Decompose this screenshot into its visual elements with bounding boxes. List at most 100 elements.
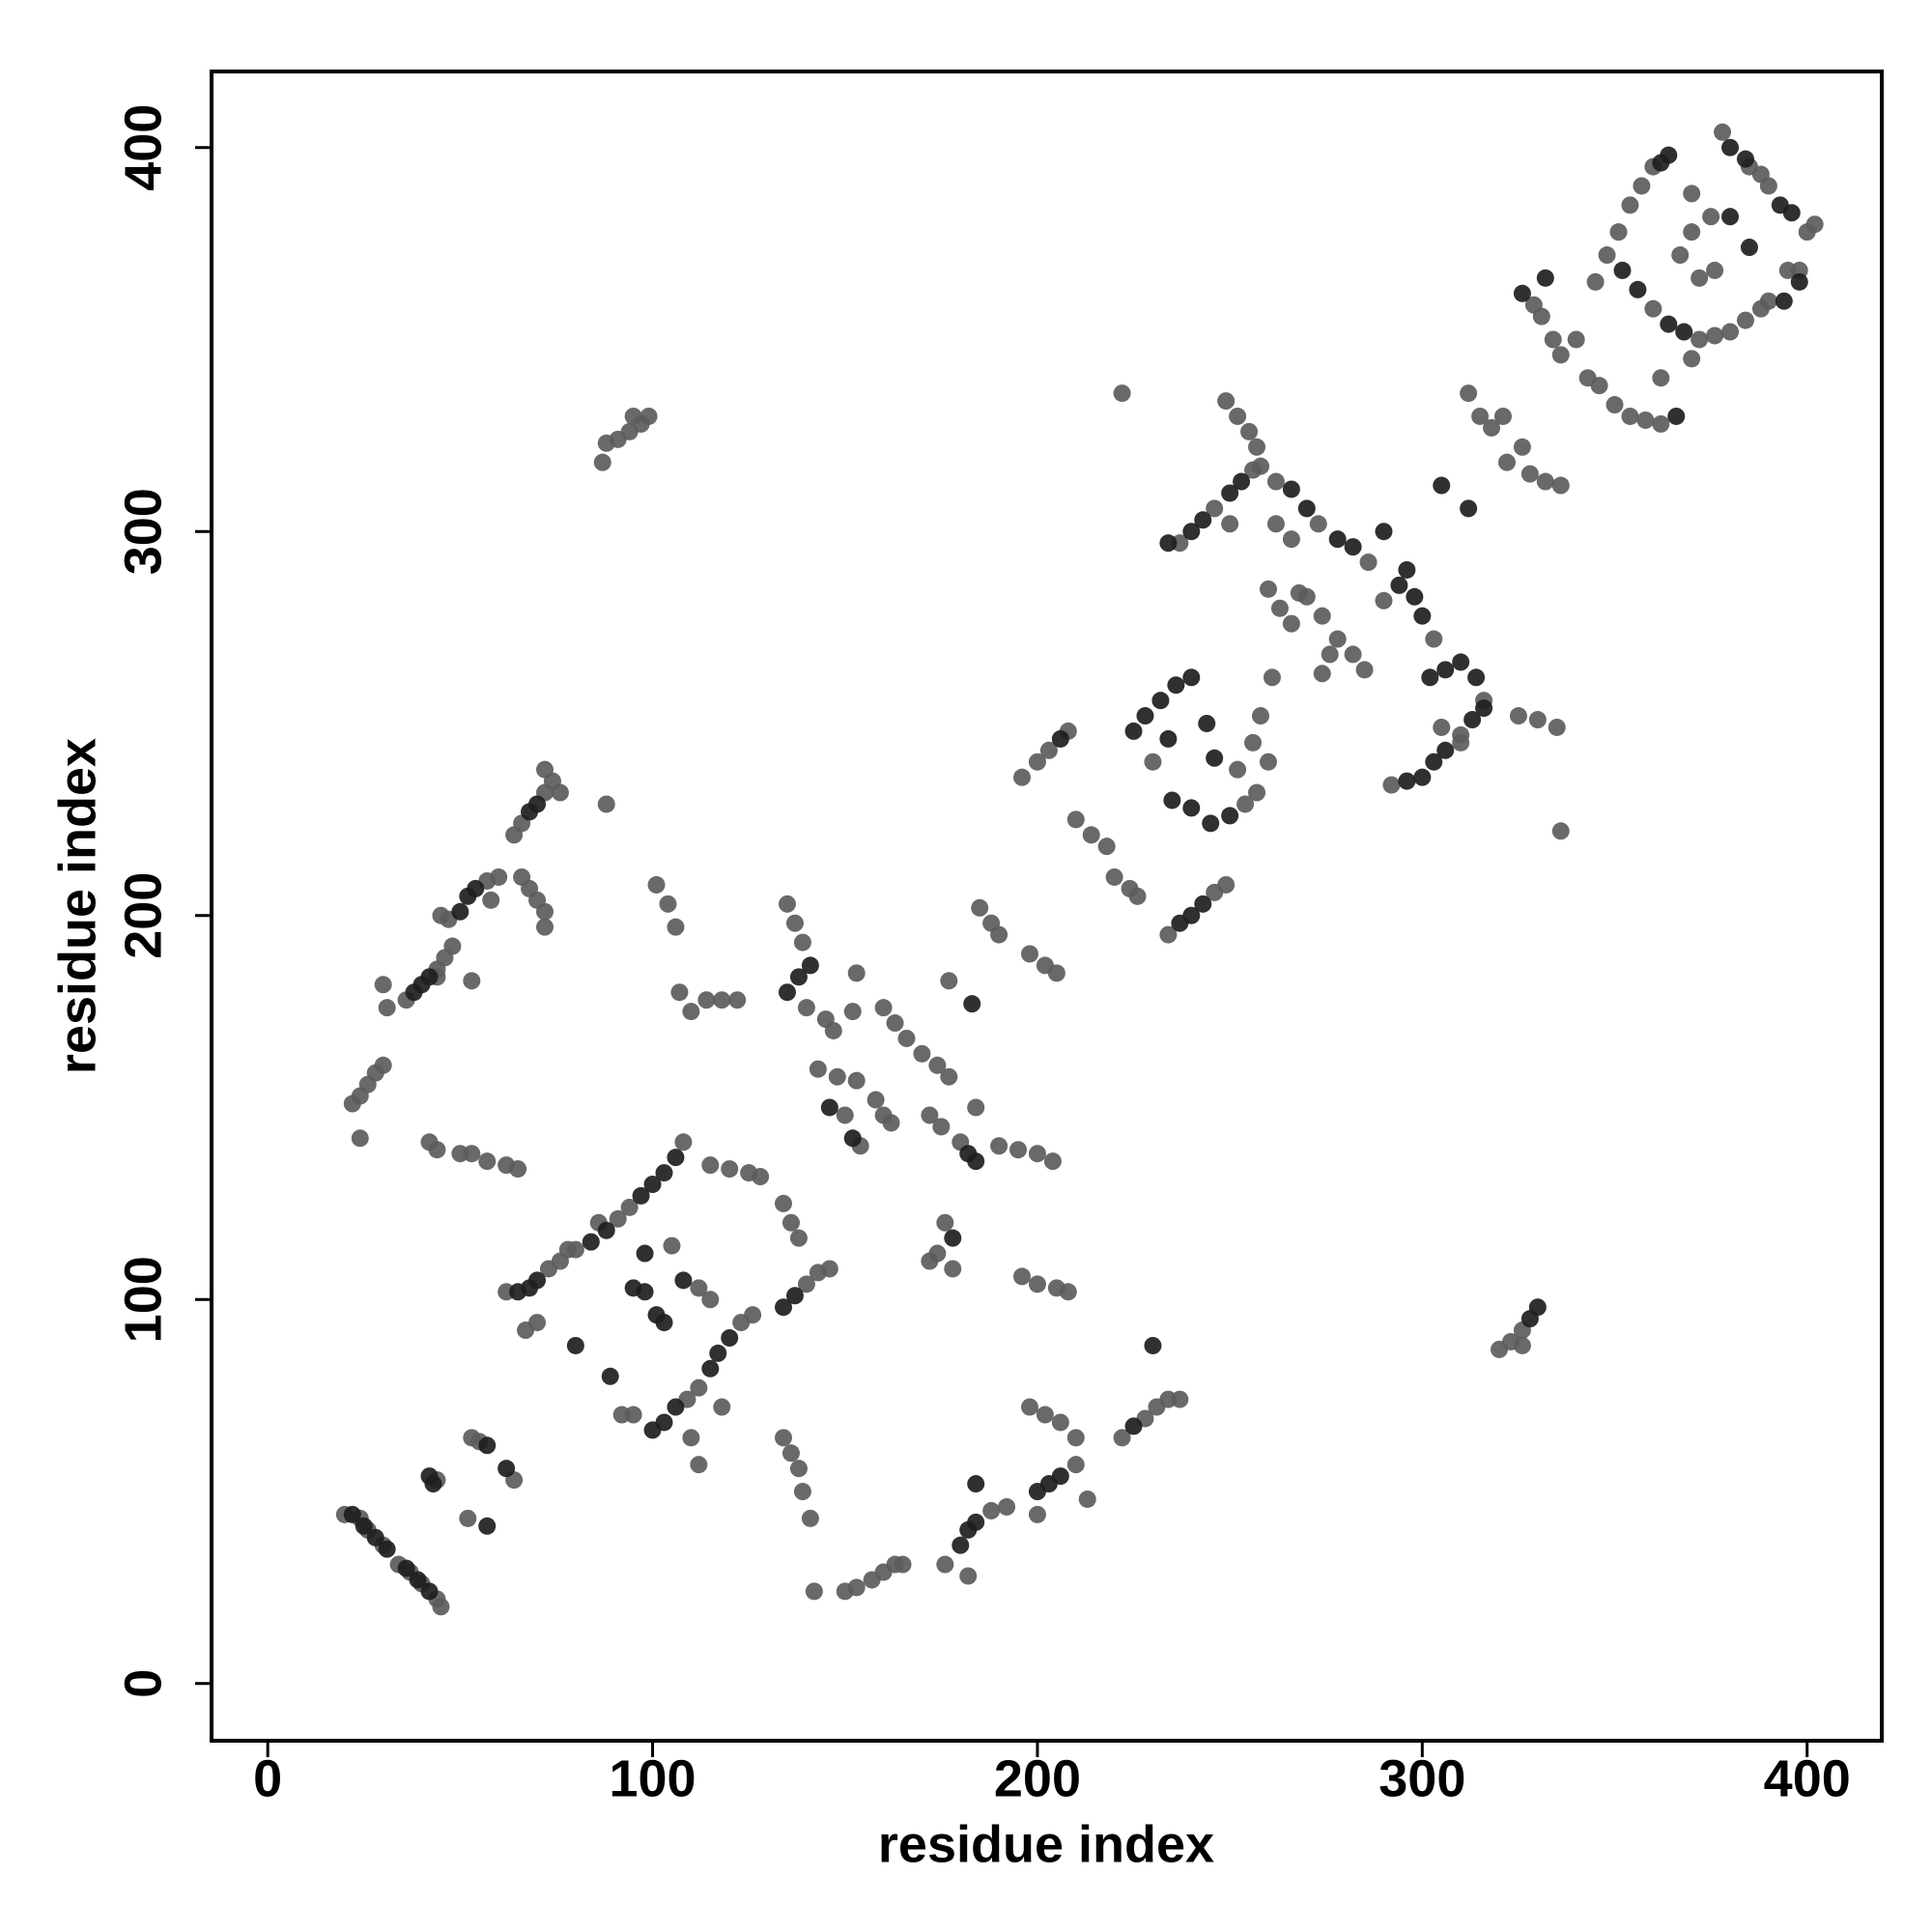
point [420, 968, 439, 986]
point [1313, 665, 1331, 683]
point [1013, 1267, 1032, 1286]
point [551, 783, 569, 802]
point [932, 1118, 951, 1136]
point [612, 1406, 631, 1424]
point [1221, 484, 1239, 502]
point [397, 1559, 415, 1577]
x-tick-label: 400 [1764, 1749, 1851, 1807]
point [1513, 1336, 1531, 1354]
point [1240, 422, 1259, 440]
point [1660, 146, 1678, 164]
point [1051, 1467, 1069, 1486]
point [409, 1571, 427, 1589]
point [1513, 284, 1531, 302]
point [1721, 208, 1740, 226]
point [847, 1071, 866, 1090]
point [482, 891, 500, 909]
point [351, 1129, 369, 1148]
point [789, 1460, 808, 1478]
point [432, 1598, 450, 1616]
point [1113, 384, 1131, 403]
point [801, 1509, 819, 1527]
point [1028, 753, 1046, 771]
point [663, 1236, 681, 1255]
point [824, 1021, 842, 1039]
point [1182, 523, 1201, 541]
point [451, 902, 469, 921]
point [1202, 814, 1220, 833]
point [1198, 714, 1216, 732]
y-axis-label: residue index [48, 738, 106, 1074]
y-tick-label: 0 [114, 1669, 172, 1698]
point [1433, 476, 1451, 495]
point [1194, 511, 1212, 529]
point [1644, 299, 1662, 318]
point [1652, 414, 1670, 433]
point [597, 795, 615, 813]
point [1097, 838, 1116, 856]
point [1497, 453, 1516, 471]
point [713, 991, 731, 1009]
point [558, 1240, 577, 1259]
point [867, 1091, 885, 1109]
point [1229, 407, 1247, 425]
point [1105, 867, 1123, 886]
point [1039, 741, 1058, 759]
point [1598, 246, 1616, 265]
point [1028, 1275, 1046, 1293]
point [1266, 515, 1285, 533]
point [1163, 791, 1181, 810]
point [894, 1555, 912, 1574]
point [1167, 676, 1185, 695]
point [1051, 1413, 1069, 1432]
point [1259, 580, 1277, 598]
point [1471, 407, 1490, 425]
point [1736, 150, 1754, 168]
point [928, 1056, 947, 1074]
point [566, 1336, 584, 1354]
point [1221, 807, 1239, 825]
point [990, 1137, 1009, 1155]
point [701, 1359, 720, 1378]
point [582, 1233, 600, 1251]
point [674, 1133, 693, 1151]
point [1128, 887, 1147, 905]
point [820, 1260, 838, 1278]
point [620, 1198, 639, 1216]
point [497, 1460, 516, 1478]
point [1043, 1152, 1062, 1171]
point [778, 895, 796, 913]
point [1509, 707, 1527, 725]
point [967, 1098, 985, 1117]
point [1206, 749, 1224, 767]
point [528, 795, 547, 813]
x-axis-label: residue index [878, 1815, 1214, 1873]
point [721, 1329, 739, 1348]
point [1463, 711, 1482, 729]
y-tick-label: 100 [114, 1256, 172, 1343]
point [1282, 480, 1300, 498]
point [940, 972, 958, 990]
point [1493, 407, 1512, 425]
point [1263, 668, 1281, 687]
point [1171, 1390, 1189, 1408]
point [789, 1229, 808, 1247]
point [1217, 392, 1236, 411]
point [655, 1413, 673, 1432]
point [793, 933, 811, 952]
point [1460, 499, 1478, 518]
point [1551, 346, 1570, 364]
point [971, 898, 989, 917]
point [775, 1194, 793, 1212]
point [624, 407, 642, 425]
point [921, 1252, 939, 1270]
point [1706, 327, 1724, 345]
point [1217, 875, 1236, 894]
point [632, 1186, 650, 1205]
point [1398, 772, 1416, 790]
point [897, 1029, 916, 1047]
point [1421, 668, 1439, 687]
point [536, 760, 554, 779]
point [1513, 438, 1531, 456]
point [1683, 350, 1701, 368]
